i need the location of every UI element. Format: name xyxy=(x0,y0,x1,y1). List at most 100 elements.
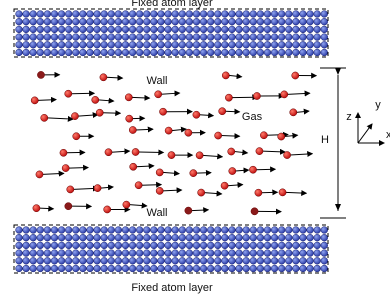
gas-molecule xyxy=(290,109,297,116)
wall-atom xyxy=(37,34,44,41)
wall-atom xyxy=(321,26,328,33)
wall-atom xyxy=(72,242,79,249)
wall-atom xyxy=(72,250,79,257)
wall-atom xyxy=(293,34,300,41)
wall-atom xyxy=(293,49,300,56)
wall-atom xyxy=(285,34,292,41)
wall-atom xyxy=(136,250,143,257)
velocity-arrow xyxy=(139,152,164,153)
wall-atom xyxy=(264,234,271,241)
wall-atom xyxy=(122,18,129,25)
wall-atom xyxy=(200,49,207,56)
wall-atom xyxy=(271,41,278,48)
wall-atom xyxy=(158,234,165,241)
gas-molecule xyxy=(225,94,232,101)
wall-atom xyxy=(80,242,87,249)
wall-atom xyxy=(172,41,179,48)
wall-atom xyxy=(30,34,37,41)
gas-molecule xyxy=(31,97,38,104)
gas-molecule xyxy=(62,165,69,172)
wall-atom xyxy=(321,34,328,41)
gas-molecule xyxy=(37,71,44,78)
wall-atom xyxy=(58,18,65,25)
gas-molecule xyxy=(190,170,197,177)
wall-atom xyxy=(236,234,243,241)
wall-atom xyxy=(143,257,150,264)
velocity-arrow xyxy=(42,173,63,174)
wall-atom xyxy=(122,257,129,264)
wall-atom xyxy=(307,234,314,241)
wall-atom xyxy=(172,18,179,25)
wall-atom xyxy=(179,227,186,234)
wall-atom xyxy=(179,34,186,41)
wall-atom xyxy=(23,257,30,264)
gas-molecule xyxy=(251,208,258,215)
wall-atom xyxy=(65,265,72,272)
wall-atom xyxy=(321,18,328,25)
wall-atom xyxy=(87,41,94,48)
wall-atom xyxy=(165,234,172,241)
wall-atom xyxy=(222,227,229,234)
wall-atom xyxy=(108,11,115,18)
wall-atom xyxy=(87,265,94,272)
wall-atom xyxy=(271,11,278,18)
gas-molecules xyxy=(31,71,316,215)
wall-atom xyxy=(293,265,300,272)
wall-atom xyxy=(207,34,214,41)
wall-atom xyxy=(94,242,101,249)
wall-atom xyxy=(314,26,321,33)
wall-atom xyxy=(87,26,94,33)
wall-atom xyxy=(229,11,236,18)
wall-atom xyxy=(122,34,129,41)
wall-atom xyxy=(293,250,300,257)
height-label: H xyxy=(321,134,329,146)
wall-atom xyxy=(80,41,87,48)
wall-atom xyxy=(37,11,44,18)
velocity-arrow xyxy=(290,154,312,155)
wall-atom xyxy=(250,18,257,25)
wall-atom xyxy=(158,250,165,257)
wall-atom xyxy=(101,26,108,33)
wall-atom xyxy=(129,18,136,25)
gas-molecule xyxy=(125,94,132,101)
gas-molecule xyxy=(132,148,139,155)
wall-atom xyxy=(23,234,30,241)
wall-atom xyxy=(186,49,193,56)
velocity-arrow xyxy=(136,166,153,167)
wall-atom xyxy=(179,242,186,249)
wall-atom xyxy=(214,49,221,56)
velocity-arrow xyxy=(296,111,309,112)
wall-atom xyxy=(129,250,136,257)
wall-atom xyxy=(80,34,87,41)
wall-atom xyxy=(222,242,229,249)
wall-atom xyxy=(179,257,186,264)
wall-atom xyxy=(285,49,292,56)
wall-atom xyxy=(293,41,300,48)
wall-atom xyxy=(115,11,122,18)
gas-molecule xyxy=(165,127,172,134)
wall-atom xyxy=(257,26,264,33)
wall-atom xyxy=(250,234,257,241)
wall-atom xyxy=(108,26,115,33)
wall-atom xyxy=(321,227,328,234)
wall-atom xyxy=(87,49,94,56)
wall-atom xyxy=(200,265,207,272)
wall-atom xyxy=(264,26,271,33)
wall-atom xyxy=(229,227,236,234)
wall-atom xyxy=(264,11,271,18)
wall-atom xyxy=(129,234,136,241)
gas-molecule xyxy=(100,74,107,81)
wall-atom xyxy=(236,257,243,264)
wall-atom xyxy=(257,41,264,48)
wall-atom xyxy=(143,18,150,25)
wall-atom xyxy=(186,257,193,264)
wall-atom xyxy=(307,26,314,33)
wall-atom xyxy=(65,257,72,264)
wall-atom xyxy=(278,26,285,33)
wall-atom xyxy=(271,18,278,25)
wall-atom xyxy=(158,26,165,33)
wall-atom xyxy=(158,257,165,264)
wall-atom xyxy=(243,257,250,264)
wall-atom xyxy=(264,34,271,41)
wall-atom xyxy=(229,250,236,257)
